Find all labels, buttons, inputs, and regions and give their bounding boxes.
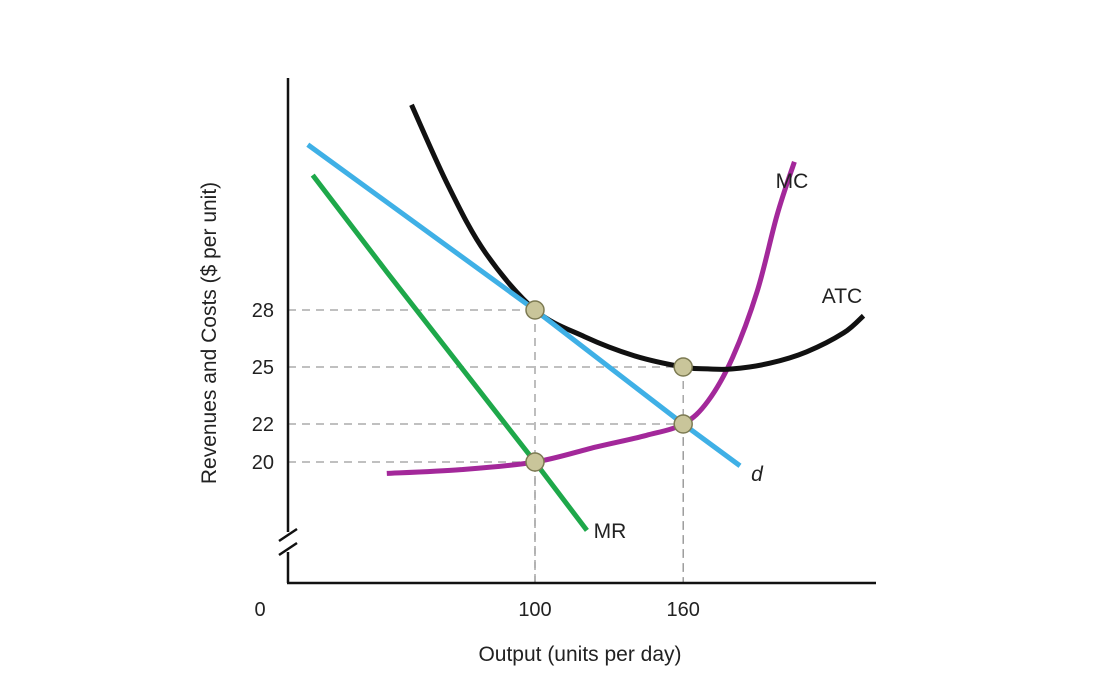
curve-d [306, 142, 742, 468]
curve-mc [386, 161, 797, 476]
y-tick-label-25: 25 [252, 357, 274, 379]
axes [278, 78, 876, 585]
curve-atc [409, 103, 866, 372]
y-tick-label-28: 28 [252, 300, 274, 322]
labels: 0 Output (units per day) Revenues and Co… [198, 170, 862, 666]
label-mc: MC [776, 170, 809, 193]
y-tick-label-22: 22 [252, 414, 274, 436]
axis-break-mark-top [278, 527, 298, 543]
point-0 [525, 300, 545, 320]
point-1 [673, 357, 693, 377]
point-2 [673, 414, 693, 434]
label-d: d [751, 463, 764, 486]
tick-labels: 20 22 25 28 100 160 [252, 300, 700, 621]
label-atc: ATC [822, 285, 862, 308]
label-mr: MR [594, 520, 627, 543]
y-axis-title: Revenues and Costs ($ per unit) [198, 182, 221, 484]
x-tick-label-160: 160 [667, 599, 700, 621]
x-axis-title: Output (units per day) [478, 643, 681, 666]
intersection-points [525, 300, 693, 472]
guide-lines [288, 309, 684, 583]
curve-mr [310, 173, 589, 532]
y-tick-label-20: 20 [252, 452, 274, 474]
point-3 [525, 452, 545, 472]
x-tick-label-100: 100 [518, 599, 551, 621]
curves [306, 103, 866, 532]
axis-break-mark-bottom [278, 541, 298, 557]
origin-label: 0 [254, 599, 265, 621]
